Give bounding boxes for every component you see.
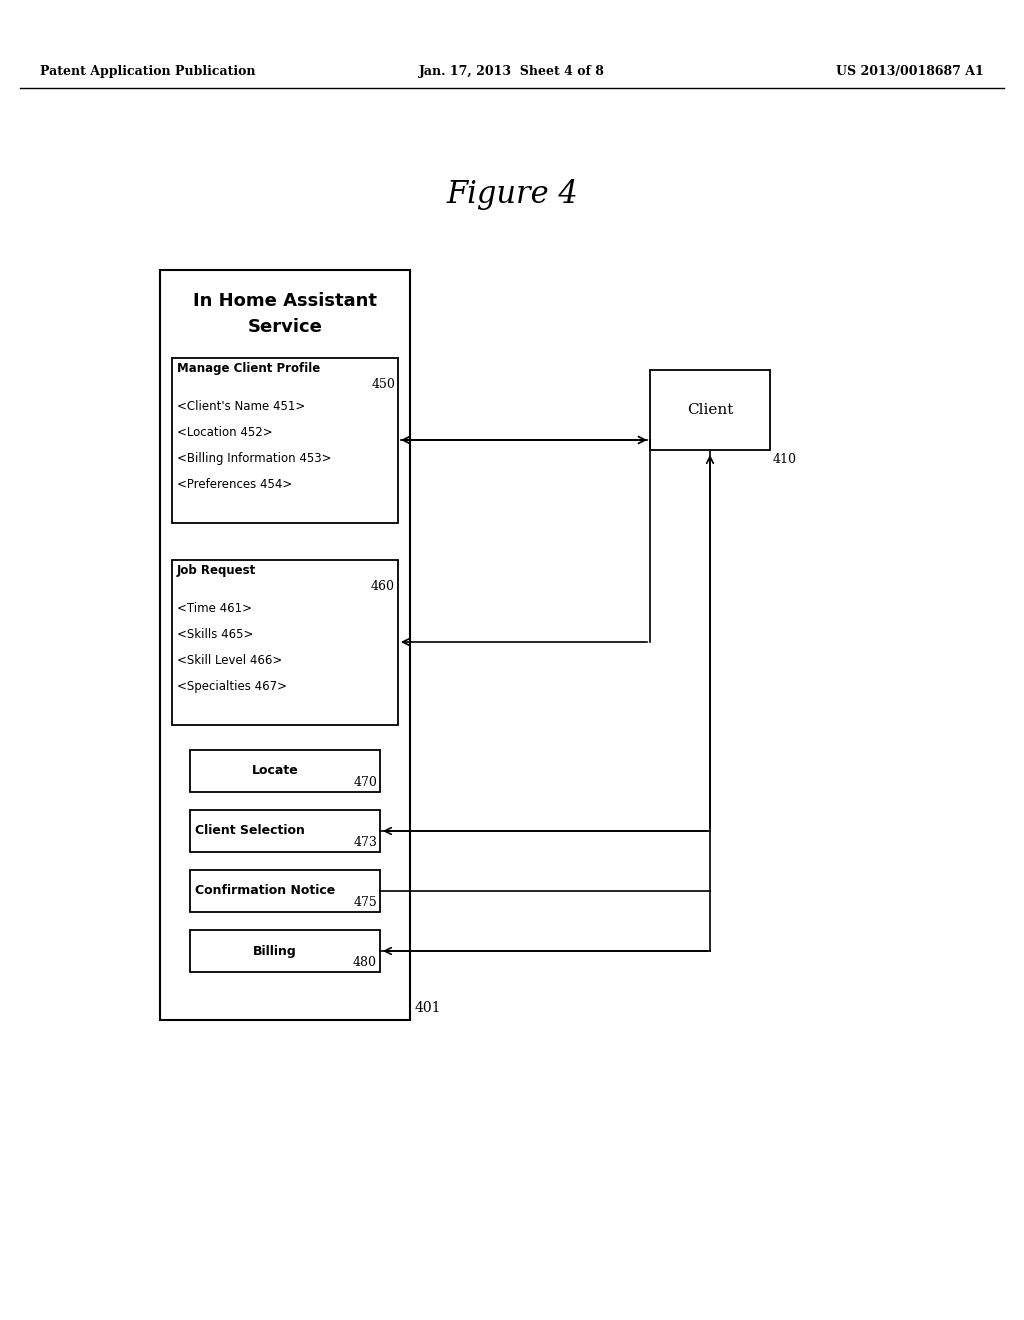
Text: Jan. 17, 2013  Sheet 4 of 8: Jan. 17, 2013 Sheet 4 of 8 <box>419 66 605 78</box>
Text: <Specialties 467>: <Specialties 467> <box>177 680 287 693</box>
Text: 480: 480 <box>353 956 377 969</box>
Text: Locate: Locate <box>252 764 298 777</box>
Text: Job Request: Job Request <box>177 564 256 577</box>
Text: <Client's Name 451>: <Client's Name 451> <box>177 400 305 413</box>
Text: 450: 450 <box>371 378 395 391</box>
Text: Patent Application Publication: Patent Application Publication <box>40 66 256 78</box>
Text: 470: 470 <box>353 776 377 789</box>
Text: 473: 473 <box>353 836 377 849</box>
Text: Figure 4: Figure 4 <box>446 180 578 210</box>
Text: 475: 475 <box>353 896 377 909</box>
Bar <box>172 560 398 725</box>
Bar <box>160 271 410 1020</box>
Text: 410: 410 <box>773 453 797 466</box>
Text: 401: 401 <box>415 1001 441 1015</box>
Text: 460: 460 <box>371 579 395 593</box>
Text: Billing: Billing <box>253 945 297 957</box>
Text: <Skill Level 466>: <Skill Level 466> <box>177 653 283 667</box>
Bar <box>190 810 380 851</box>
Bar <box>172 358 398 523</box>
Text: <Location 452>: <Location 452> <box>177 426 272 440</box>
Text: <Billing Information 453>: <Billing Information 453> <box>177 451 332 465</box>
Text: Manage Client Profile: Manage Client Profile <box>177 362 321 375</box>
Text: Confirmation Notice: Confirmation Notice <box>195 884 335 898</box>
Bar <box>190 870 380 912</box>
Text: US 2013/0018687 A1: US 2013/0018687 A1 <box>837 66 984 78</box>
Text: <Skills 465>: <Skills 465> <box>177 628 253 642</box>
Text: In Home Assistant: In Home Assistant <box>193 292 377 310</box>
Text: Client Selection: Client Selection <box>195 825 305 837</box>
Bar <box>650 370 770 450</box>
Bar <box>190 931 380 972</box>
Text: <Time 461>: <Time 461> <box>177 602 252 615</box>
Text: <Preferences 454>: <Preferences 454> <box>177 478 292 491</box>
Text: Client: Client <box>687 403 733 417</box>
Bar <box>190 750 380 792</box>
Text: Service: Service <box>248 318 323 337</box>
